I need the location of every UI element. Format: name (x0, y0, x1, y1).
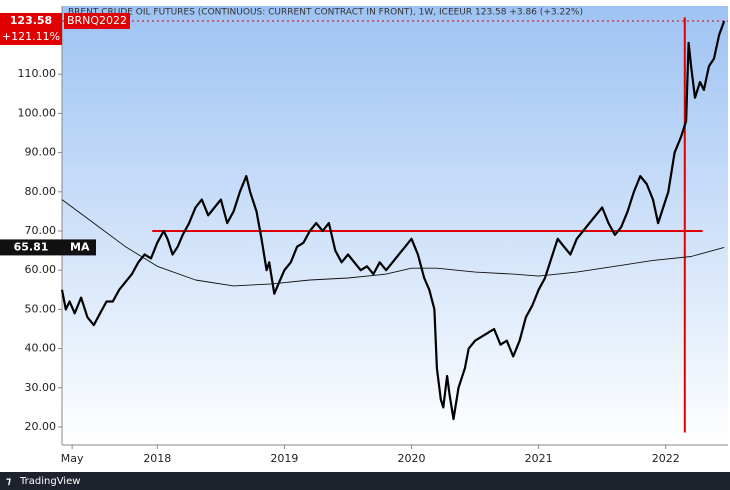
logo: ⁊ (6, 476, 11, 487)
symbol-label: BRNQ2022 (67, 14, 127, 27)
ma-line (61, 199, 725, 287)
y-tick-label: 80.00 (25, 185, 57, 198)
x-tick-label: May (61, 452, 84, 465)
y-tick-label: 30.00 (25, 381, 57, 394)
y-tick-label: 90.00 (25, 146, 57, 159)
ma-value-label: 65.81 (14, 240, 49, 253)
y-tick-label: 70.00 (25, 224, 57, 237)
symbol-box (64, 12, 130, 29)
branding: TradingView (19, 476, 80, 487)
x-tick-label: 2018 (143, 452, 171, 465)
y-tick-label: 20.00 (25, 420, 57, 433)
chart-title: BRENT CRUDE OIL FUTURES (CONTINUOUS: CUR… (68, 8, 583, 18)
y-tick-label: 100.00 (18, 106, 57, 119)
x-tick-label: 2019 (270, 452, 298, 465)
y-tick-label: 50.00 (25, 302, 57, 315)
change-label: +121.11% (2, 30, 60, 43)
y-tick-label: 60.00 (25, 263, 57, 276)
price-label: 123.58 (10, 14, 52, 27)
x-tick-label: 2020 (398, 452, 426, 465)
x-tick-label: 2021 (525, 452, 553, 465)
price-label-box (0, 12, 62, 29)
y-tick-label: 110.00 (18, 67, 57, 80)
x-tick-label: 2022 (652, 452, 680, 465)
y-tick-label: 40.00 (25, 342, 57, 355)
ma-label-box (0, 239, 96, 256)
plot-area (62, 6, 728, 445)
ma-name-label: MA (70, 240, 90, 253)
price-series (60, 20, 726, 421)
change-label-box (0, 28, 62, 45)
footer-bar (0, 472, 730, 490)
